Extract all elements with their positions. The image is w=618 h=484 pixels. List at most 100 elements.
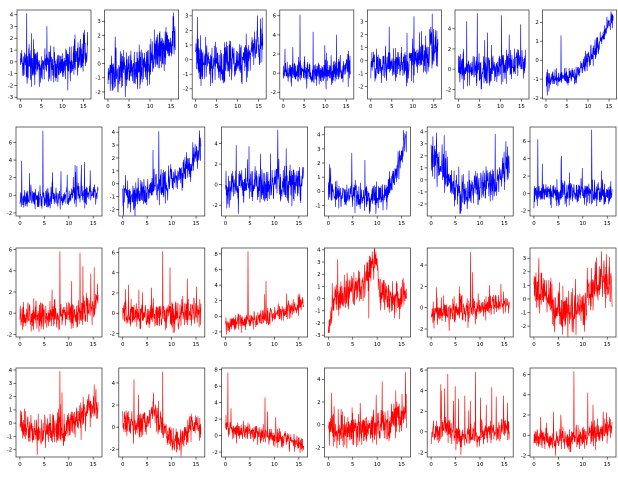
y-tick-label: 4 bbox=[10, 13, 14, 19]
x-tick-label: 15 bbox=[398, 462, 405, 468]
x-tick-label: 15 bbox=[295, 462, 302, 468]
x-tick-label: 5 bbox=[478, 104, 481, 110]
y-tick-label: 6 bbox=[214, 267, 218, 273]
x-tick-label: 0 bbox=[327, 462, 331, 468]
x-tick-label: 10 bbox=[271, 462, 278, 468]
x-tick-label: 0 bbox=[532, 221, 536, 227]
y-tick-label: -1 bbox=[7, 434, 12, 440]
x-tick-label: 10 bbox=[497, 104, 504, 110]
x-tick-label: 0 bbox=[429, 462, 433, 468]
x-tick-label: 15 bbox=[604, 221, 611, 227]
y-tick-label: -2 bbox=[95, 90, 100, 96]
subplot-r4-c6: -2 0 2 4 6 0 5 10 15 bbox=[521, 367, 617, 468]
y-tick-label: -2 bbox=[7, 211, 12, 217]
series-line bbox=[19, 251, 99, 332]
y-tick-label: -1 bbox=[533, 77, 538, 83]
y-tick-label: 0 bbox=[360, 59, 364, 65]
subplot-r2-c5: -2 -1 0 1 2 3 4 0 5 10 15 bbox=[418, 126, 514, 227]
x-tick-label: 5 bbox=[43, 462, 46, 468]
y-tick-label: 3 bbox=[185, 14, 188, 20]
x-tick-label: 5 bbox=[40, 104, 43, 110]
subplot-r3-c3: -2 0 2 4 6 8 0 5 10 15 bbox=[212, 247, 308, 348]
x-tick-label: 10 bbox=[579, 342, 586, 348]
subplot-r4-c1: -2 -1 0 1 2 3 4 0 5 10 15 bbox=[7, 367, 103, 468]
x-tick-label: 10 bbox=[168, 342, 175, 348]
x-tick-label: 5 bbox=[43, 342, 46, 348]
y-tick-label: 2 bbox=[97, 33, 100, 39]
y-tick-label: -2 bbox=[110, 447, 115, 453]
y-tick-label: 4 bbox=[9, 269, 13, 275]
x-tick-label: 5 bbox=[302, 104, 305, 110]
y-tick-label: 4 bbox=[112, 130, 116, 136]
y-tick-label: 2 bbox=[10, 36, 13, 42]
y-tick-label: 4 bbox=[317, 248, 321, 254]
y-tick-label: 2 bbox=[360, 33, 363, 39]
y-tick-label: 4 bbox=[420, 263, 424, 269]
y-tick-label: 2 bbox=[9, 176, 12, 182]
series-line bbox=[122, 130, 202, 216]
y-tick-label: -3 bbox=[315, 333, 320, 339]
x-tick-label: 5 bbox=[145, 221, 148, 227]
subplot-r2-c3: -2 0 2 4 0 5 10 15 bbox=[212, 126, 308, 227]
y-tick-label: 0 bbox=[420, 306, 424, 312]
x-tick-label: 15 bbox=[90, 462, 97, 468]
y-tick-label: 1 bbox=[535, 39, 538, 45]
x-tick-label: 0 bbox=[194, 104, 198, 110]
y-tick-label: 6 bbox=[523, 139, 527, 145]
y-tick-label: 0 bbox=[112, 425, 116, 431]
series-line bbox=[533, 129, 613, 209]
series-line bbox=[370, 13, 439, 87]
x-tick-label: 5 bbox=[351, 342, 354, 348]
x-tick-label: 0 bbox=[224, 221, 228, 227]
x-tick-label: 0 bbox=[369, 104, 373, 110]
x-tick-label: 10 bbox=[65, 221, 72, 227]
y-tick-label: -2 bbox=[183, 87, 188, 93]
x-tick-label: 0 bbox=[121, 221, 125, 227]
x-tick-label: 5 bbox=[557, 342, 560, 348]
y-tick-label: -1 bbox=[418, 190, 423, 196]
y-tick-label: 1 bbox=[112, 169, 115, 175]
x-tick-label: 0 bbox=[18, 221, 22, 227]
y-tick-label: 2 bbox=[273, 52, 276, 58]
y-tick-label: 0 bbox=[317, 296, 321, 302]
x-tick-label: 5 bbox=[248, 342, 251, 348]
y-tick-label: -1 bbox=[110, 195, 115, 201]
x-tick-label: 0 bbox=[429, 342, 433, 348]
y-tick-label: 4 bbox=[523, 393, 527, 399]
y-tick-label: 0 bbox=[273, 71, 277, 77]
x-tick-label: 0 bbox=[327, 221, 331, 227]
y-tick-label: 4 bbox=[214, 283, 218, 289]
subplot-r4-c5: -2 0 2 4 6 0 5 10 15 bbox=[418, 367, 514, 468]
x-tick-label: 0 bbox=[532, 342, 536, 348]
axes-box bbox=[118, 126, 206, 217]
x-tick-label: 15 bbox=[606, 104, 613, 110]
y-tick-label: -1 bbox=[521, 310, 526, 316]
y-tick-label: 0 bbox=[317, 423, 321, 429]
y-tick-label: 0 bbox=[523, 191, 527, 197]
subplot-r2-c2: -2 -1 0 1 2 3 4 0 5 10 15 bbox=[110, 126, 206, 227]
axes-box bbox=[221, 126, 308, 217]
subplot-r2-c6: -2 0 2 4 6 0 5 10 15 bbox=[521, 126, 617, 227]
subplot-r4-c2: -2 0 2 4 0 5 10 15 bbox=[110, 367, 206, 468]
x-tick-label: 5 bbox=[454, 221, 457, 227]
x-tick-label: 15 bbox=[295, 342, 302, 348]
y-tick-label: 1 bbox=[360, 46, 363, 52]
axes-box bbox=[529, 126, 617, 217]
y-tick-label: 2 bbox=[9, 394, 12, 400]
y-tick-label: 4 bbox=[273, 33, 277, 39]
x-tick-label: 15 bbox=[295, 221, 302, 227]
y-tick-label: 0 bbox=[214, 183, 218, 189]
x-tick-label: 5 bbox=[145, 342, 148, 348]
x-tick-label: 10 bbox=[477, 342, 484, 348]
x-tick-label: 5 bbox=[565, 104, 568, 110]
series-line bbox=[225, 251, 305, 335]
y-tick-label: 4 bbox=[214, 401, 218, 407]
y-tick-label: -2 bbox=[418, 450, 423, 456]
y-tick-label: 0 bbox=[535, 58, 539, 64]
y-tick-label: -1 bbox=[95, 76, 100, 82]
x-tick-label: 15 bbox=[501, 342, 508, 348]
y-tick-label: 1 bbox=[420, 166, 423, 172]
y-tick-label: -2 bbox=[418, 202, 423, 208]
